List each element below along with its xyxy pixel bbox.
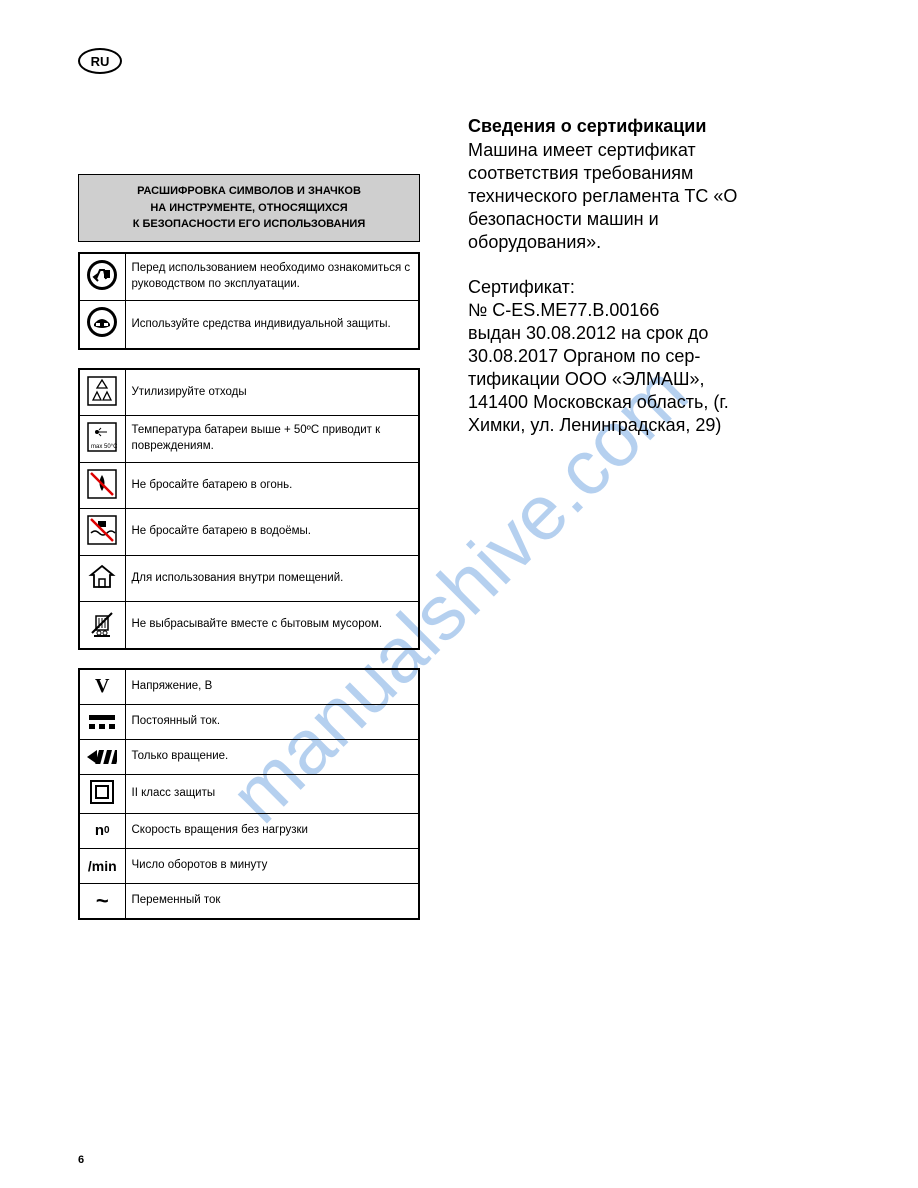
symbol-desc: Скорость вращения без нагрузки: [125, 814, 419, 849]
table-row: Не бросайте батарею в огонь.: [79, 462, 419, 509]
symbol-desc: Утилизируйте отходы: [125, 369, 419, 416]
table-row: Не бросайте батарею в водоёмы.: [79, 509, 419, 556]
temperature-icon: max 50°C: [85, 420, 119, 454]
table-row: Используйте средства индивидуальной за­щ…: [79, 301, 419, 349]
page-number: 6: [78, 1154, 84, 1166]
class2-symbol: [87, 779, 117, 805]
symbol-desc: Постоянный ток.: [125, 704, 419, 739]
cert-title: Сведения о сертификации: [468, 116, 768, 137]
language-badge: RU: [78, 48, 122, 74]
table-row: max 50°C Температура батареи выше + 50ºС…: [79, 416, 419, 463]
header-line: НА ИНСТРУМЕНТЕ, ОТНОСЯЩИХСЯ: [97, 200, 401, 217]
no-water-icon: [85, 513, 119, 547]
symbols-header: РАСШИФРОВКА СИМВОЛОВ И ЗНАЧКОВ НА ИНСТРУ…: [78, 174, 420, 242]
rotation-symbol: [87, 744, 117, 770]
recycle-icon: [85, 374, 119, 408]
symbol-desc: Используйте средства индивидуальной за­щ…: [125, 301, 419, 349]
symbol-desc: Не бросайте батарею в огонь.: [125, 462, 419, 509]
symbols-table-1: Перед использованием необходимо ознако­м…: [78, 252, 420, 350]
table-row: Только вращение.: [79, 739, 419, 774]
read-manual-icon: [85, 258, 119, 292]
table-row: ~ Переменный ток: [79, 884, 419, 920]
symbol-desc: Для использования внутри помещений.: [125, 555, 419, 602]
voltage-symbol: V: [87, 674, 117, 700]
table-row: II класс защиты: [79, 774, 419, 814]
symbol-desc: II класс защиты: [125, 774, 419, 814]
table-row: Утилизируйте отходы: [79, 369, 419, 416]
cert-details: выдан 30.08.2012 на срок до 30.08.2017 О…: [468, 322, 768, 437]
table-row: V Напряжение, В: [79, 669, 419, 705]
symbol-desc: Температура батареи выше + 50ºС приводит…: [125, 416, 419, 463]
header-line: К БЕЗОПАСНОСТИ ЕГО ИСПОЛЬЗОВАНИЯ: [97, 216, 401, 233]
table-row: Для использования внутри помещений.: [79, 555, 419, 602]
symbols-table-2: Утилизируйте отходы max 50°C Температура…: [78, 368, 420, 650]
no-trash-icon: [85, 606, 119, 640]
symbol-desc: Переменный ток: [125, 884, 419, 920]
cert-paragraph: Машина имеет сертификат соответствия тре…: [468, 139, 768, 254]
symbols-table-3: V Напряжение, В Постоянный ток. Только в…: [78, 668, 420, 921]
symbol-desc: Только вращение.: [125, 739, 419, 774]
right-column: Сведения о сертификации Машина имеет сер…: [468, 116, 768, 920]
no-fire-icon: [85, 467, 119, 501]
symbol-desc: Не бросайте батарею в водоёмы.: [125, 509, 419, 556]
ac-symbol: ~: [87, 888, 117, 914]
ppe-icon: [85, 305, 119, 339]
table-row: Не выбрасывайте вместе с бытовым мусо­ро…: [79, 602, 419, 649]
symbol-desc: Напряжение, В: [125, 669, 419, 705]
table-row: n0 Скорость вращения без нагрузки: [79, 814, 419, 849]
table-row: Перед использованием необходимо ознако­м…: [79, 253, 419, 301]
table-row: /min Число оборотов в минуту: [79, 849, 419, 884]
left-column: РАСШИФРОВКА СИМВОЛОВ И ЗНАЧКОВ НА ИНСТРУ…: [78, 174, 420, 920]
symbol-desc: Не выбрасывайте вместе с бытовым мусо­ро…: [125, 602, 419, 649]
svg-text:max 50°C: max 50°C: [91, 444, 117, 450]
symbol-desc: Перед использованием необходимо ознако­м…: [125, 253, 419, 301]
symbol-desc: Число оборотов в минуту: [125, 849, 419, 884]
indoor-use-icon: [85, 560, 119, 594]
header-line: РАСШИФРОВКА СИМВОЛОВ И ЗНАЧКОВ: [97, 183, 401, 200]
n0-symbol: n0: [87, 818, 117, 844]
cert-number: № C-ES.ME77.B.00166: [468, 299, 768, 322]
table-row: Постоянный ток.: [79, 704, 419, 739]
cert-label: Сертификат:: [468, 276, 768, 299]
dc-symbol: [87, 709, 117, 735]
rpm-symbol: /min: [87, 853, 117, 879]
